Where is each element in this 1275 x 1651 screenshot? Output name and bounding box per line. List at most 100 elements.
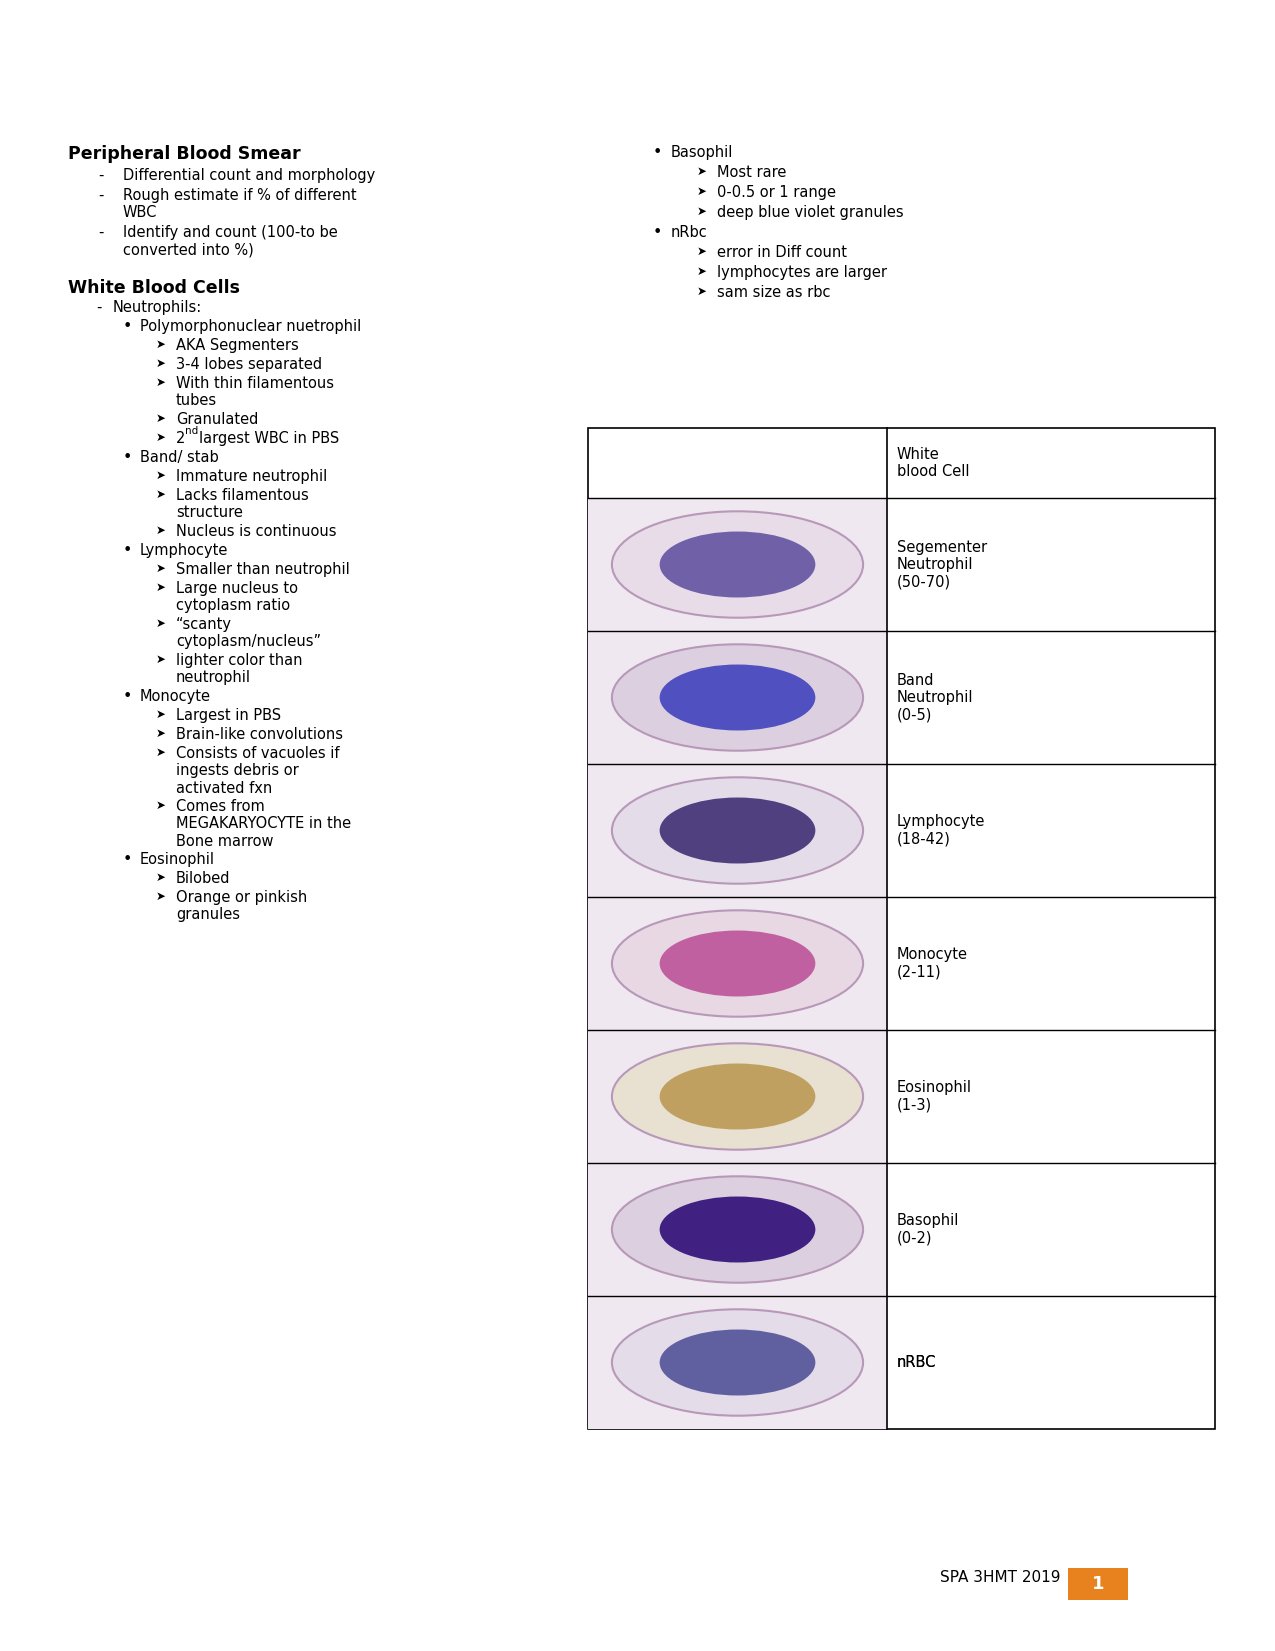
Ellipse shape — [612, 512, 863, 617]
Text: Nucleus is continuous: Nucleus is continuous — [176, 523, 337, 538]
Text: -: - — [98, 188, 103, 203]
Text: Monocyte
(2-11): Monocyte (2-11) — [898, 948, 968, 979]
Text: Brain-like convolutions: Brain-like convolutions — [176, 726, 343, 741]
Text: ➤: ➤ — [697, 266, 706, 277]
Text: ➤: ➤ — [156, 523, 166, 537]
Text: ➤: ➤ — [156, 654, 166, 665]
Text: ➤: ➤ — [156, 746, 166, 759]
Bar — [588, 1030, 887, 1162]
Text: -: - — [98, 168, 103, 183]
Text: Large nucleus to
cytoplasm ratio: Large nucleus to cytoplasm ratio — [176, 581, 298, 614]
Text: ➤: ➤ — [156, 872, 166, 883]
Bar — [588, 428, 1215, 1430]
Text: ➤: ➤ — [697, 244, 706, 258]
Text: “scanty
cytoplasm/nucleus”: “scanty cytoplasm/nucleus” — [176, 617, 321, 649]
Ellipse shape — [612, 644, 863, 751]
Text: lymphocytes are larger: lymphocytes are larger — [717, 266, 887, 281]
Text: 2: 2 — [176, 431, 185, 446]
Text: ➤: ➤ — [156, 617, 166, 631]
Ellipse shape — [659, 664, 815, 730]
Text: Lymphocyte: Lymphocyte — [140, 543, 228, 558]
Ellipse shape — [659, 1329, 815, 1395]
Text: Identify and count (100-to be
converted into %): Identify and count (100-to be converted … — [122, 225, 338, 258]
Text: Orange or pinkish
granules: Orange or pinkish granules — [176, 890, 307, 923]
Text: Basophil
(0-2): Basophil (0-2) — [898, 1213, 959, 1247]
Ellipse shape — [612, 1309, 863, 1415]
Text: •: • — [122, 543, 133, 558]
Ellipse shape — [659, 931, 815, 997]
Text: Smaller than neutrophil: Smaller than neutrophil — [176, 561, 349, 576]
Text: Rough estimate if % of different
WBC: Rough estimate if % of different WBC — [122, 188, 357, 220]
Text: •: • — [122, 319, 133, 334]
Text: AKA Segmenters: AKA Segmenters — [176, 338, 298, 353]
Bar — [588, 631, 887, 764]
Text: ➤: ➤ — [156, 799, 166, 812]
Text: Eosinophil
(1-3): Eosinophil (1-3) — [898, 1080, 972, 1113]
Text: With thin filamentous
tubes: With thin filamentous tubes — [176, 376, 334, 408]
Text: Most rare: Most rare — [717, 165, 787, 180]
Text: ➤: ➤ — [156, 489, 166, 500]
Text: SPA 3HMT 2019: SPA 3HMT 2019 — [940, 1570, 1060, 1585]
Text: ➤: ➤ — [156, 561, 166, 575]
Text: •: • — [122, 852, 133, 867]
Text: Eosinophil: Eosinophil — [140, 852, 215, 867]
Text: •: • — [122, 451, 133, 466]
Text: Band
Neutrophil
(0-5): Band Neutrophil (0-5) — [898, 672, 974, 723]
Ellipse shape — [612, 910, 863, 1017]
Ellipse shape — [659, 1197, 815, 1263]
Text: Segementer
Neutrophil
(50-70): Segementer Neutrophil (50-70) — [898, 540, 987, 589]
Text: nRBC: nRBC — [898, 1355, 936, 1370]
Text: White Blood Cells: White Blood Cells — [68, 279, 240, 297]
Text: nRbc: nRbc — [671, 225, 708, 239]
Text: 1: 1 — [1091, 1575, 1104, 1593]
Text: ➤: ➤ — [156, 726, 166, 740]
Bar — [588, 896, 887, 1030]
Text: ➤: ➤ — [156, 431, 166, 444]
Text: nd: nd — [185, 426, 198, 436]
Text: •: • — [122, 688, 133, 703]
Ellipse shape — [659, 532, 815, 598]
Text: ➤: ➤ — [156, 581, 166, 594]
Text: error in Diff count: error in Diff count — [717, 244, 847, 259]
Text: Granulated: Granulated — [176, 413, 259, 428]
Bar — [1068, 1568, 1128, 1600]
Text: nRBC: nRBC — [898, 1355, 936, 1370]
Text: Bilobed: Bilobed — [176, 872, 231, 887]
Text: ➤: ➤ — [156, 890, 166, 903]
Text: 3-4 lobes separated: 3-4 lobes separated — [176, 357, 323, 371]
Text: -: - — [96, 300, 102, 315]
Bar — [588, 1296, 887, 1430]
Ellipse shape — [612, 778, 863, 883]
Text: lighter color than
neutrophil: lighter color than neutrophil — [176, 654, 302, 685]
Text: •: • — [653, 225, 663, 239]
Text: Differential count and morphology: Differential count and morphology — [122, 168, 375, 183]
Text: Polymorphonuclear nuetrophil: Polymorphonuclear nuetrophil — [140, 319, 361, 334]
Text: ➤: ➤ — [697, 165, 706, 178]
Text: Largest in PBS: Largest in PBS — [176, 708, 280, 723]
Text: ➤: ➤ — [156, 413, 166, 424]
Bar — [588, 1162, 887, 1296]
Text: Band/ stab: Band/ stab — [140, 451, 219, 466]
Ellipse shape — [612, 1043, 863, 1149]
Ellipse shape — [612, 1176, 863, 1283]
Text: ➤: ➤ — [156, 469, 166, 482]
Text: deep blue violet granules: deep blue violet granules — [717, 205, 904, 220]
Text: ➤: ➤ — [697, 185, 706, 198]
Text: Neutrophils:: Neutrophils: — [113, 300, 203, 315]
Text: Basophil: Basophil — [671, 145, 733, 160]
Text: 0-0.5 or 1 range: 0-0.5 or 1 range — [717, 185, 836, 200]
Text: Peripheral Blood Smear: Peripheral Blood Smear — [68, 145, 301, 163]
Text: ➤: ➤ — [697, 286, 706, 297]
Text: White
blood Cell: White blood Cell — [898, 447, 969, 479]
Text: largest WBC in PBS: largest WBC in PBS — [199, 431, 339, 446]
Text: sam size as rbc: sam size as rbc — [717, 286, 830, 300]
Text: Lacks filamentous
structure: Lacks filamentous structure — [176, 489, 309, 520]
Text: Immature neutrophil: Immature neutrophil — [176, 469, 328, 484]
Text: ➤: ➤ — [156, 338, 166, 352]
Text: Monocyte: Monocyte — [140, 688, 210, 703]
Text: ➤: ➤ — [156, 376, 166, 390]
Text: ➤: ➤ — [156, 357, 166, 370]
Bar — [588, 499, 887, 631]
Text: Consists of vacuoles if
ingests debris or
activated fxn: Consists of vacuoles if ingests debris o… — [176, 746, 339, 796]
Text: -: - — [98, 225, 103, 239]
